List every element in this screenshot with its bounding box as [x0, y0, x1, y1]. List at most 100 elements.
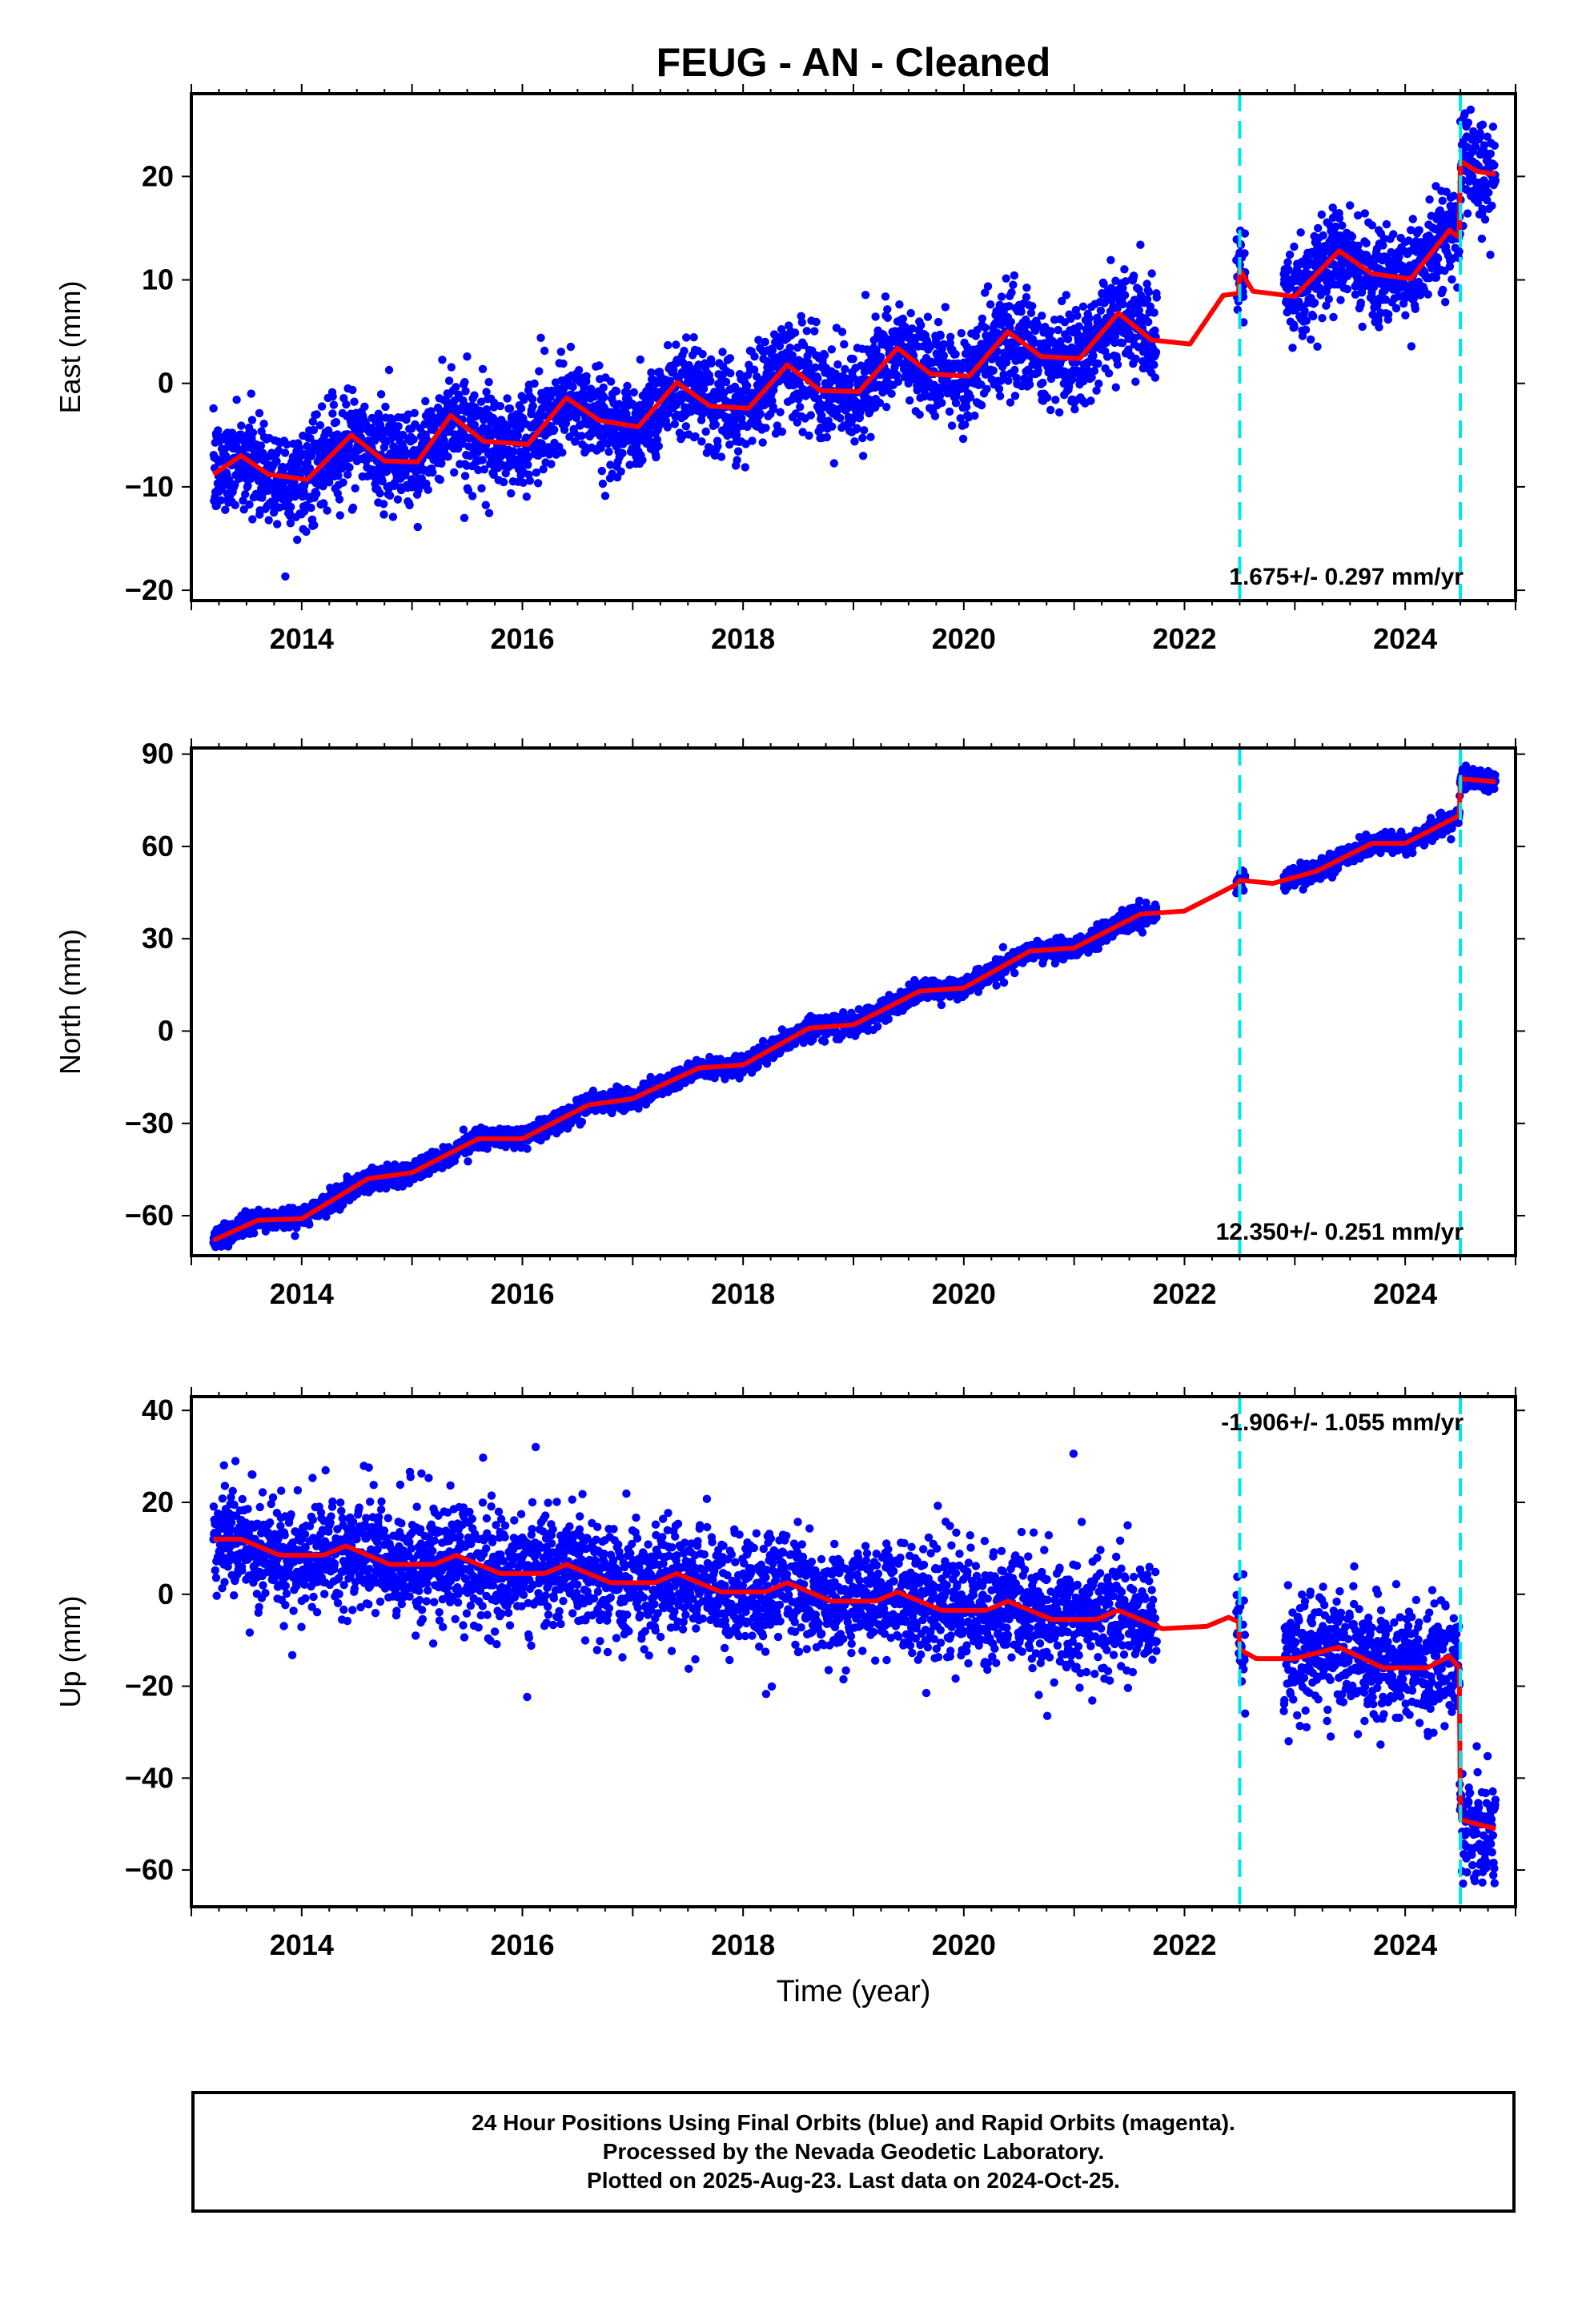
data-point: [1336, 296, 1345, 304]
data-point: [1099, 279, 1108, 288]
data-point: [871, 312, 880, 321]
data-point: [530, 379, 539, 388]
data-point: [618, 448, 627, 458]
data-point: [1313, 342, 1322, 351]
data-point: [957, 328, 966, 338]
data-point: [989, 366, 998, 375]
data-point: [1391, 304, 1401, 313]
data-point: [750, 352, 759, 361]
data-point: [1404, 236, 1413, 245]
data-point: [997, 292, 1006, 301]
y-tick-label: −20: [125, 573, 174, 606]
data-point: [1118, 300, 1128, 308]
data-point: [629, 388, 638, 397]
data-point: [853, 424, 861, 432]
data-point: [1150, 373, 1160, 382]
data-point: [599, 383, 608, 392]
data-point: [305, 1220, 314, 1229]
data-point: [1317, 210, 1327, 219]
data-point: [264, 516, 273, 525]
data-point: [1038, 312, 1046, 320]
data-point: [540, 346, 549, 356]
data-point: [381, 402, 390, 412]
data-point: [977, 380, 986, 389]
data-point: [837, 328, 847, 336]
east-panel: 2014 2016 2018 2020 2022 202420100−10−20East …: [54, 84, 1525, 655]
data-point: [622, 409, 631, 418]
data-point: [1066, 314, 1075, 324]
data-point: [681, 422, 690, 431]
data-point: [1401, 311, 1410, 320]
data-point: [1329, 312, 1338, 322]
data-point: [524, 453, 532, 462]
data-point: [533, 479, 543, 488]
data-point: [1239, 318, 1248, 327]
data-point: [1481, 182, 1491, 191]
data-point: [1407, 342, 1416, 351]
data-point: [1338, 221, 1347, 230]
data-point: [802, 327, 811, 336]
data-point: [797, 312, 805, 320]
data-point: [255, 408, 264, 418]
data-point: [329, 400, 339, 409]
data-point: [983, 282, 993, 291]
data-point: [568, 382, 577, 392]
data-point: [342, 400, 351, 409]
data-point: [600, 492, 610, 501]
data-point: [939, 340, 948, 348]
data-point: [923, 312, 933, 321]
data-point: [758, 438, 767, 447]
data-point: [595, 361, 604, 370]
data-point: [623, 381, 632, 391]
data-point: [860, 426, 869, 435]
x-tick-label: 2014: [270, 622, 334, 655]
data-point: [1009, 280, 1018, 289]
data-point: [269, 508, 279, 517]
data-point: [248, 428, 258, 437]
data-point: [274, 446, 283, 455]
data-point: [1395, 252, 1403, 262]
data-point: [938, 398, 946, 408]
data-point: [1480, 141, 1489, 150]
data-point: [1089, 352, 1098, 360]
data-point: [1407, 226, 1415, 235]
data-point: [1111, 383, 1121, 392]
data-point: [444, 452, 452, 461]
data-point: [1488, 201, 1496, 211]
data-point: [247, 416, 257, 424]
data-point: [1415, 226, 1423, 235]
x-tick-label: 2024: [1373, 622, 1437, 655]
data-point: [1438, 196, 1447, 205]
data-point: [707, 359, 716, 368]
data-point: [1086, 396, 1095, 405]
data-point: [1478, 120, 1488, 129]
data-point: [421, 396, 430, 406]
data-point: [1367, 221, 1377, 230]
data-point: [293, 535, 302, 545]
data-point: [323, 426, 333, 435]
data-point: [1010, 271, 1019, 280]
data-point: [861, 291, 870, 300]
data-point: [388, 513, 398, 521]
data-point: [387, 418, 397, 428]
model-line: [211, 159, 1496, 482]
data-point: [232, 396, 241, 404]
data-point: [1464, 119, 1473, 127]
data-point: [248, 515, 257, 524]
data-point: [997, 376, 1006, 385]
data-point: [394, 422, 403, 431]
data-point: [1301, 325, 1311, 334]
data-point: [798, 428, 807, 436]
data-point: [827, 345, 837, 354]
data-point: [725, 440, 734, 449]
data-point: [1070, 404, 1079, 414]
data-point: [1471, 142, 1480, 151]
data-point: [981, 324, 990, 332]
x-tick-label: 2022: [1152, 622, 1216, 655]
data-point: [1285, 250, 1295, 259]
data-point: [1010, 392, 1020, 400]
data-point: [1300, 307, 1309, 316]
data-point: [962, 402, 971, 412]
data-point: [597, 466, 606, 476]
data-point: [1074, 322, 1083, 331]
